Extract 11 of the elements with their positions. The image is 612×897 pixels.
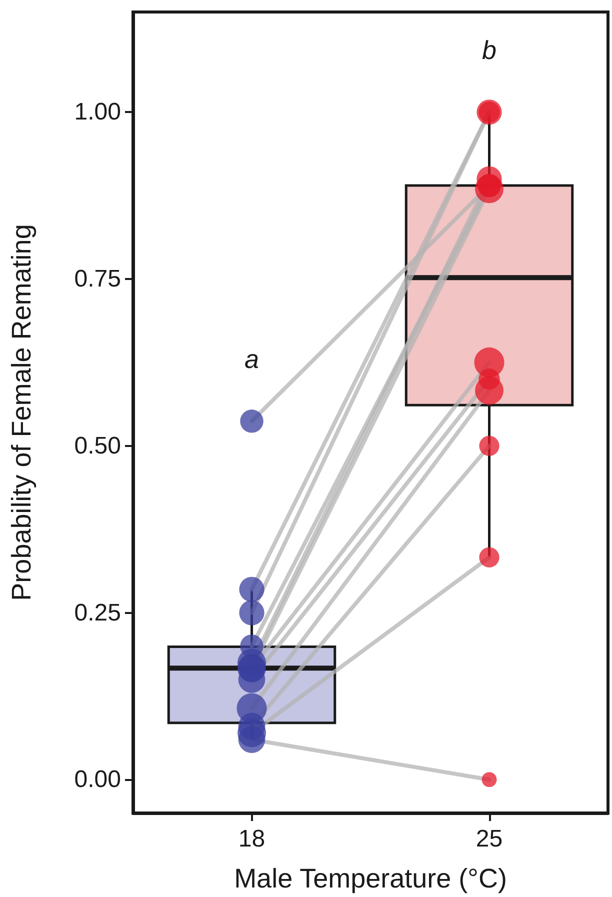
y-tick-label: 0.25 [74, 599, 121, 626]
annotation: a [244, 344, 259, 374]
y-tick-label: 0.50 [74, 432, 121, 460]
x-tick-label: 25 [476, 826, 503, 852]
y-tick-label: 1.00 [74, 98, 121, 126]
annotation: b [482, 35, 496, 66]
y-tick-label: 0.75 [74, 266, 121, 292]
y-tick-label: 0.00 [74, 766, 121, 794]
x-axis-title: Male Temperature (°C) [234, 864, 507, 894]
x-tick-label: 18 [238, 826, 266, 852]
y-axis-title: Probability of Female Remating [6, 224, 36, 601]
